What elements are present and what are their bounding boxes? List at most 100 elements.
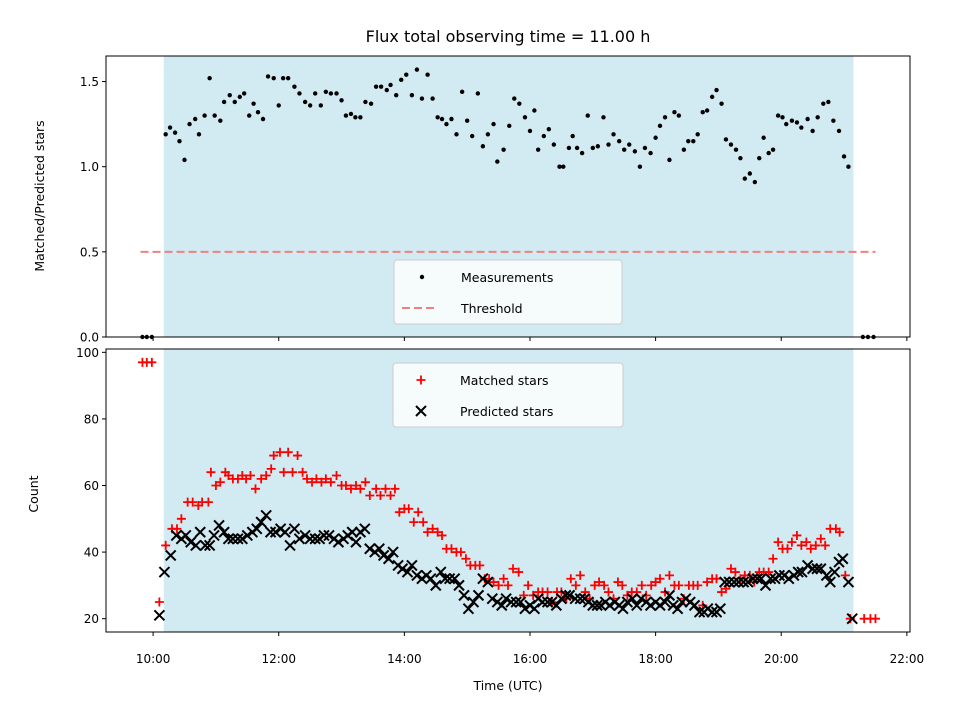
top-measurements-point: [373, 84, 379, 89]
bottom-matched-stars-point: [279, 467, 289, 477]
top-measurements-point: [207, 75, 212, 81]
bottom-predicted-stars-point: [806, 563, 819, 575]
bottom-predicted-stars-point: [472, 589, 485, 602]
bottom-predicted-stars-point: [332, 536, 345, 548]
top-measurements-point: [435, 115, 440, 120]
bottom-predicted-stars-point: [706, 606, 718, 618]
top-measurements-point: [766, 150, 771, 156]
bottom-legend: Matched stars Predicted stars: [392, 362, 624, 428]
top-measurements-point: [784, 121, 789, 127]
bottom-matched-stars-point: [203, 497, 213, 507]
top-measurements-point: [404, 72, 409, 77]
bottom-predicted-stars-point: [631, 599, 643, 612]
bottom-predicted-stars-point: [241, 529, 254, 542]
top-measurements-point: [312, 91, 318, 96]
top-measurements-point: [522, 115, 528, 120]
legend-matched-stars-marker: [416, 375, 426, 385]
bottom-matched-stars-point: [266, 464, 276, 474]
top-measurements-point: [507, 123, 512, 129]
x-tick-label: 18:00: [638, 652, 673, 666]
bottom-predicted-stars-point: [190, 539, 202, 552]
top-measurements-point: [167, 125, 173, 130]
bottom-matched-stars-point: [835, 527, 845, 537]
bottom-predicted-stars-point: [477, 573, 489, 585]
bottom-matched-stars-point: [409, 517, 419, 527]
bottom-matched-stars-point: [269, 451, 279, 461]
bottom-predicted-stars-point: [569, 592, 581, 605]
top-measurements-point: [212, 113, 217, 118]
x-tick-label: 22:00: [890, 652, 925, 666]
bottom-matched-stars-point: [394, 507, 404, 517]
bottom-predicted-stars-point: [783, 573, 795, 585]
bottom-predicted-stars-point: [751, 573, 764, 585]
bottom-matched-stars-point: [346, 484, 356, 494]
bottom-matched-stars-point: [475, 560, 485, 570]
top-measurements-point: [606, 142, 611, 147]
top-y-tick-label: 1.5: [80, 75, 99, 89]
top-measurements-point: [719, 101, 724, 106]
bottom-predicted-stars-point: [453, 579, 465, 592]
bottom-predicted-stars-point: [158, 566, 171, 578]
bottom-predicted-stars-point: [718, 576, 731, 588]
bottom-predicted-stars-point: [528, 602, 541, 615]
top-measurements-point: [469, 133, 475, 139]
bottom-matched-stars-point: [816, 534, 826, 544]
bottom-predicted-stars-point: [747, 573, 759, 585]
bottom-matched-stars-point: [428, 524, 438, 534]
top-measurements-point: [280, 75, 286, 81]
bottom-matched-stars-point: [298, 467, 308, 477]
bottom-predicted-stars-point: [824, 576, 836, 588]
bottom-predicted-stars-point: [401, 566, 414, 578]
top-measurements-point: [681, 147, 687, 152]
top-measurements-point: [561, 164, 566, 169]
bottom-predicted-stars-point: [621, 596, 634, 608]
top-measurements-point: [579, 150, 585, 156]
top-measurements-point: [733, 147, 739, 152]
bottom-predicted-stars-point: [467, 596, 480, 608]
bottom-matched-stars-point: [404, 504, 414, 514]
bottom-predicted-stars-point: [373, 543, 385, 555]
top-measurements-point: [187, 121, 192, 127]
bottom-y-tick-label: 40: [84, 546, 99, 560]
top-measurements-point: [590, 145, 595, 151]
top-measurements-point: [384, 87, 389, 93]
bottom-predicted-stars-point: [458, 589, 470, 602]
bottom-predicted-stars-point: [644, 599, 657, 612]
bottom-predicted-stars-point: [635, 592, 647, 605]
bottom-matched-stars-point: [764, 567, 774, 577]
top-measurements-point: [546, 127, 552, 132]
top-measurements-point: [595, 144, 601, 149]
bottom-matched-stars-point: [617, 580, 627, 590]
top-measurements-point: [653, 135, 658, 140]
top-legend-label: Threshold: [460, 301, 523, 316]
bottom-predicted-stars-point: [591, 599, 603, 612]
top-legend: Measurements Threshold: [393, 259, 623, 325]
bottom-predicted-stars-point: [208, 529, 220, 542]
top-measurements-point: [218, 118, 223, 123]
bottom-predicted-stars-point: [550, 599, 563, 612]
bottom-matched-stars-point: [811, 540, 821, 550]
bottom-matched-stars-point: [523, 580, 533, 590]
bottom-predicted-stars-point: [251, 523, 263, 535]
top-measurements-point: [237, 94, 242, 100]
top-measurements-point: [517, 101, 522, 106]
top-measurements-point: [227, 92, 232, 98]
top-measurements-point: [449, 116, 454, 122]
top-measurements-point: [799, 125, 804, 130]
top-measurements-point: [815, 115, 820, 120]
top-measurements-point: [439, 116, 445, 122]
bottom-matched-stars-point: [494, 580, 504, 590]
bottom-predicted-stars-point: [323, 529, 335, 542]
bottom-matched-stars-point: [674, 580, 684, 590]
bottom-matched-stars-point: [288, 467, 298, 477]
top-measurements-point: [495, 159, 500, 164]
top-y-axis-label: Matched/Predicted stars: [32, 120, 47, 271]
bottom-matched-stars-point: [446, 544, 456, 554]
top-measurements-point: [177, 138, 182, 144]
bottom-legend-box: [392, 362, 624, 428]
bottom-matched-stars-point: [768, 554, 778, 564]
bottom-predicted-stars-point: [346, 526, 358, 538]
bottom-predicted-stars-point: [654, 599, 666, 612]
bottom-predicted-stars-point: [500, 592, 512, 605]
bottom-matched-stars-point: [413, 507, 423, 517]
